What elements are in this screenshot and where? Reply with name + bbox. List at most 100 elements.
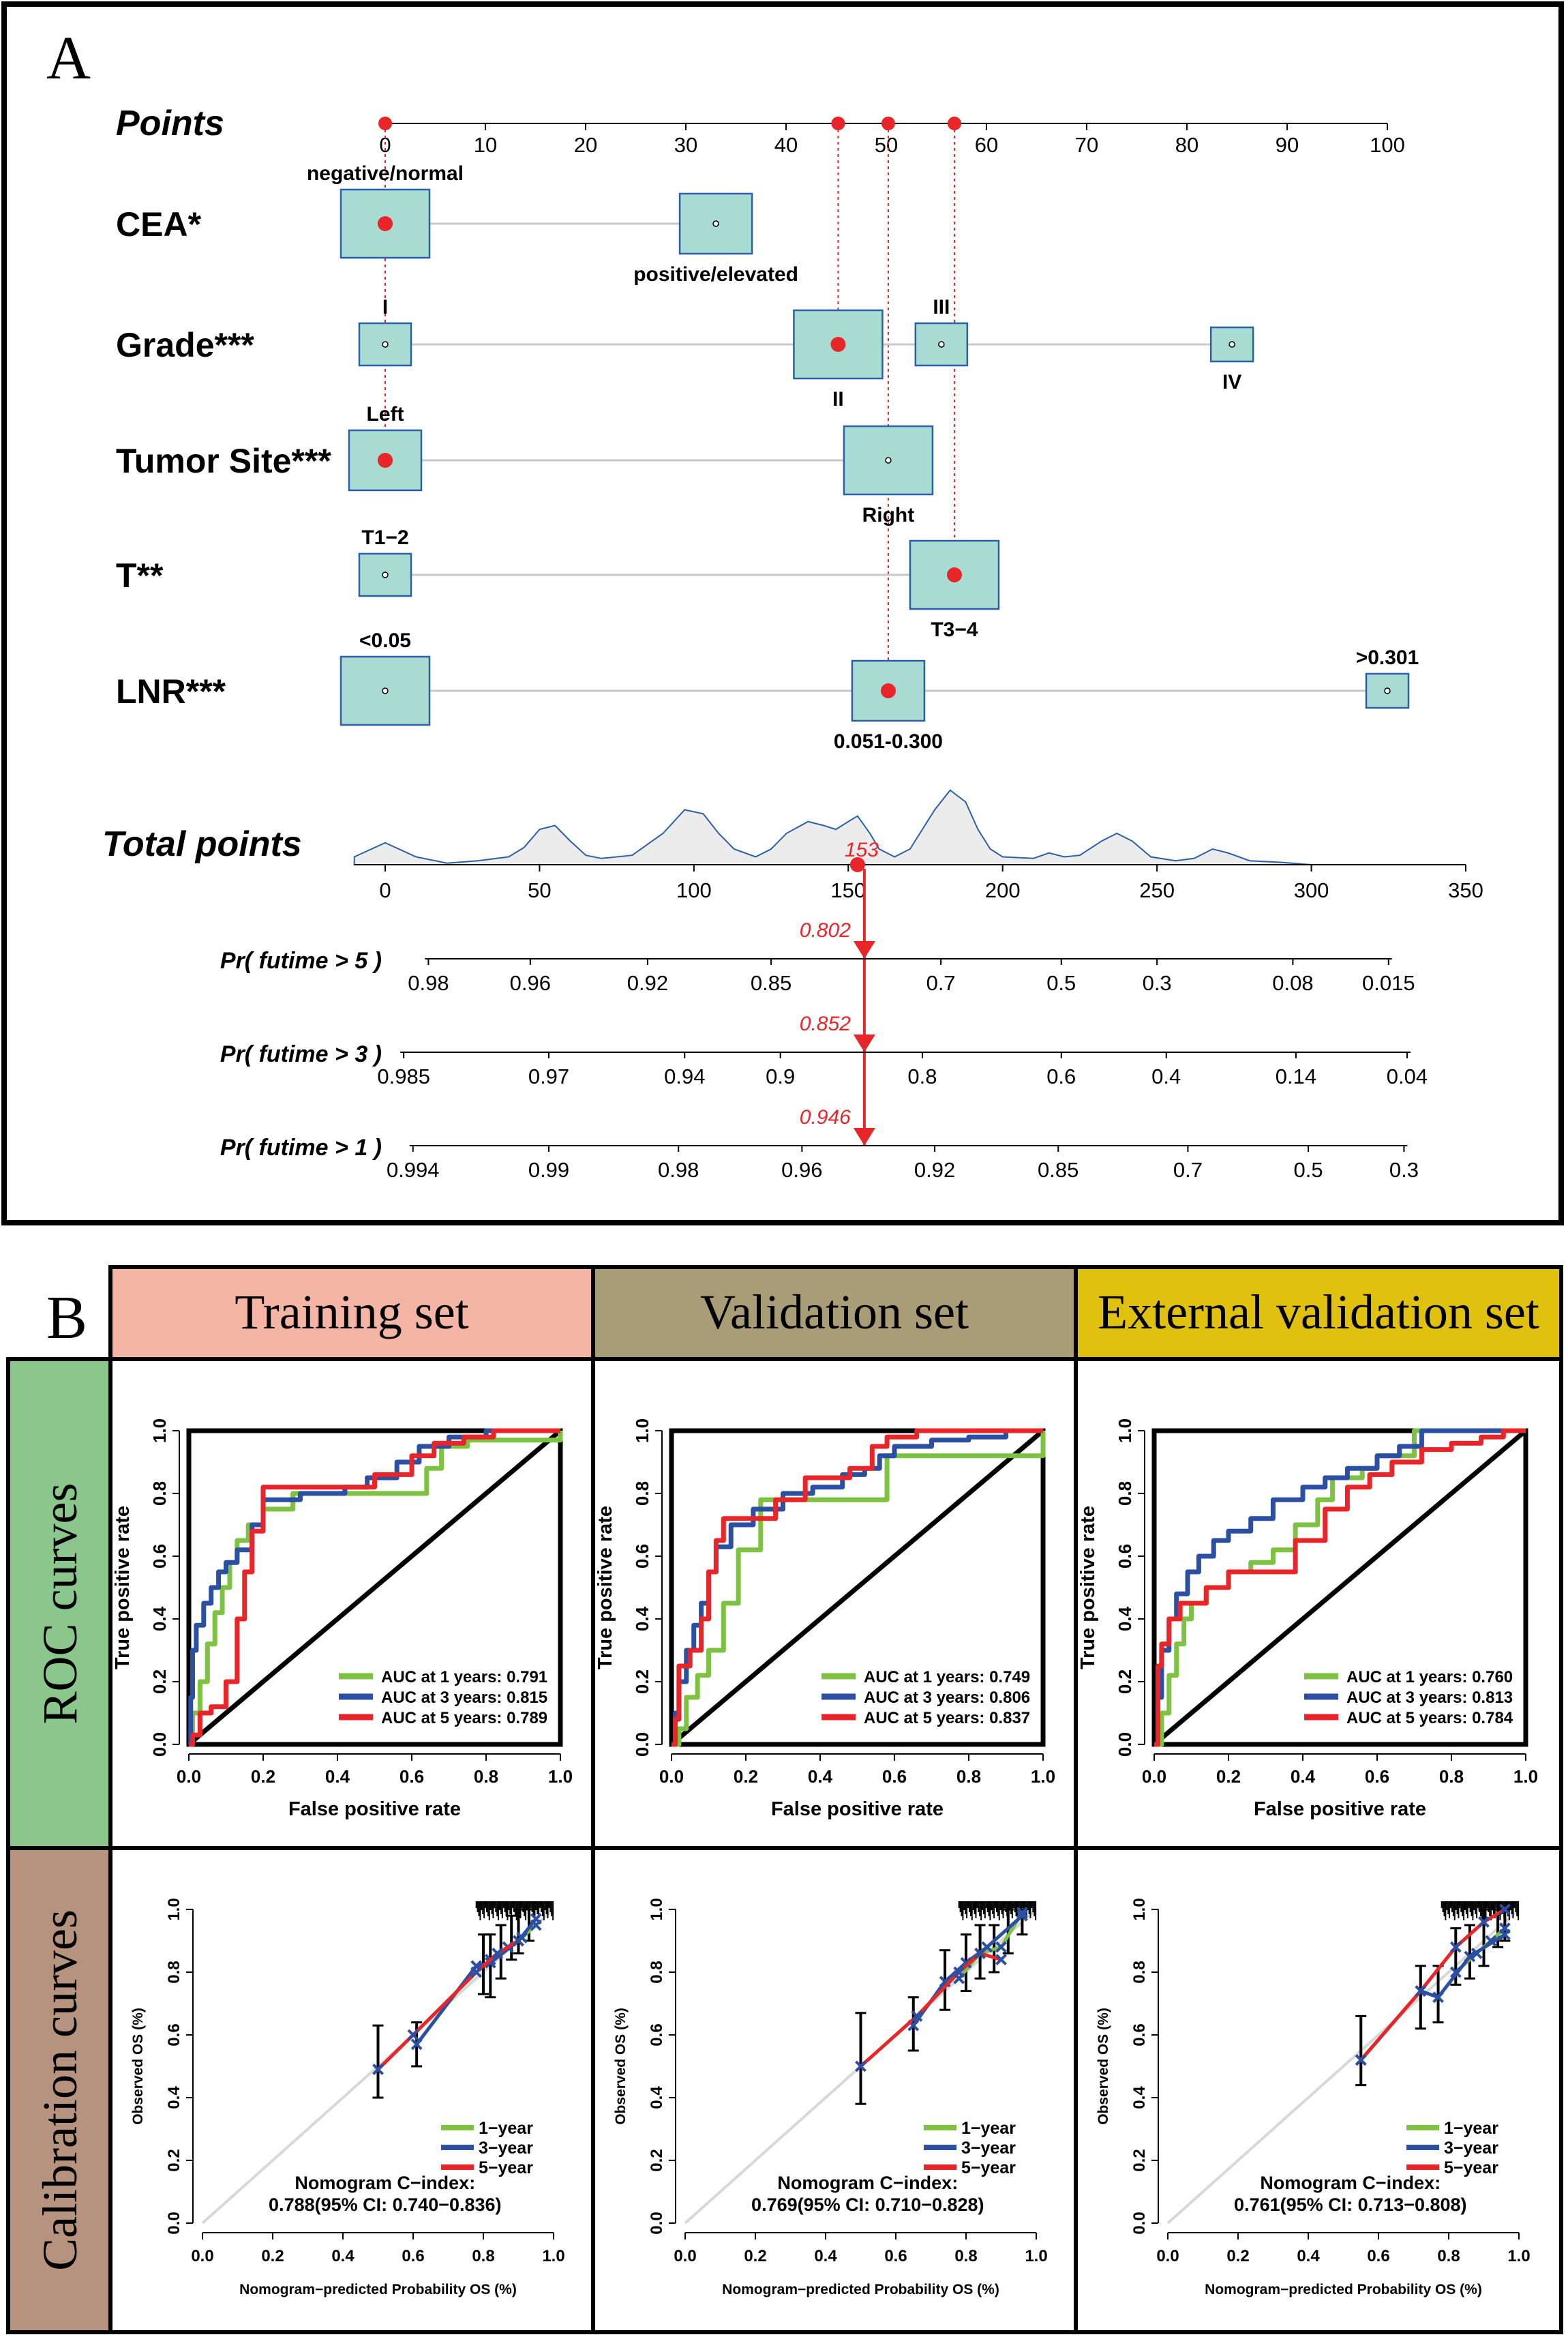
y-tick-label: 0.2 (149, 1669, 170, 1694)
y-tick-label: 0.6 (165, 2023, 183, 2046)
points-tick-label: 50 (875, 133, 898, 157)
roc-series-line (188, 1428, 560, 1747)
probability-tick-label: 0.08 (1272, 971, 1313, 995)
panel-b-grid: Training set Validation set External valid… (6, 1265, 1563, 2334)
c-index-label: Nomogram C−index: (295, 2173, 475, 2193)
points-tick-label: 0 (379, 133, 391, 157)
probability-arrow (853, 1128, 875, 1146)
calibration-point (407, 2029, 419, 2041)
legend-entry: 5−year (1444, 2158, 1498, 2177)
probability-tick-label: 0.8 (907, 1065, 937, 1088)
x-tick-label: 0.2 (261, 2247, 284, 2265)
y-tick-label: 0.0 (149, 1732, 170, 1757)
legend-entry: 5−year (961, 2158, 1016, 2177)
variable-label: T** (116, 556, 164, 595)
legend-entry: AUC at 1 years: 0.749 (864, 1668, 1030, 1686)
legend-entry: AUC at 1 years: 0.791 (381, 1668, 547, 1686)
x-tick-label: 0.2 (734, 1766, 758, 1787)
x-tick-label: 0.8 (472, 2247, 494, 2265)
points-tick-label: 10 (474, 133, 497, 157)
roc-chart: 0.0 0.2 0.4 0.6 0.8 1.0 0.0 0.2 0.4 0.6 0.8 1.0 Fals… (1077, 1418, 1538, 1820)
x-tick-label: 1.0 (548, 1766, 573, 1787)
calibration-point (974, 1947, 986, 1959)
points-axis-marker (378, 117, 392, 130)
total-tick-label: 0 (379, 878, 391, 902)
y-tick-label: 0.4 (648, 2086, 666, 2109)
roc-series-line (672, 1428, 1043, 1747)
calibration-chart: 0.0 0.2 0.4 0.6 0.8 1.0 0.0 0.2 0.4 0.6 0.8 1.0 Nomo… (1096, 1898, 1531, 2297)
y-tick-label: 0.0 (165, 2212, 183, 2234)
roc-diagonal (187, 1429, 562, 1746)
x-tick-label: 0.6 (402, 2247, 424, 2265)
x-tick-label: 0.2 (744, 2247, 766, 2265)
variable-label: LNR*** (116, 672, 226, 711)
y-tick-label: 0.2 (165, 2149, 183, 2171)
roc-diagonal (1152, 1429, 1528, 1746)
x-tick-label: 0.8 (474, 1766, 498, 1787)
roc-series-line (1154, 1428, 1526, 1747)
points-tick-label: 70 (1075, 133, 1098, 157)
y-tick-label: 0.2 (1130, 2149, 1149, 2171)
calibration-point (1464, 1950, 1476, 1963)
x-tick-label: 0.8 (956, 1766, 981, 1787)
level-box (1365, 672, 1410, 709)
x-tick-label: 0.0 (177, 1766, 201, 1787)
level-dot (712, 220, 719, 227)
x-tick-label: 0.2 (1216, 1766, 1241, 1787)
row-header-title: ROC curves (33, 1483, 87, 1725)
level-dot (382, 341, 389, 348)
probability-tick-label: 0.5 (1046, 971, 1076, 995)
y-tick-label: 0.8 (149, 1481, 170, 1506)
calibration-point (1498, 1903, 1511, 1916)
legend-entry: AUC at 3 years: 0.806 (864, 1688, 1030, 1707)
level-label: <0.05 (359, 629, 411, 652)
x-axis-label: Nomogram−predicted Probability OS (%) (722, 2282, 999, 2297)
legend-entry: AUC at 3 years: 0.815 (381, 1688, 547, 1707)
level-label: Right (862, 504, 915, 526)
x-tick-label: 0.0 (659, 1766, 684, 1787)
x-tick-label: 0.6 (1365, 1766, 1389, 1787)
probability-label: Pr( futime > 3 ) (220, 1041, 382, 1067)
calibration-point (911, 2010, 923, 2022)
calibration-point (1016, 1907, 1028, 1919)
points-label: Points (116, 104, 224, 143)
level-selected-dot (378, 453, 393, 468)
calibration-point (1449, 1941, 1462, 1953)
x-tick-label: 1.0 (1025, 2247, 1047, 2265)
total-points-value: 153 (845, 839, 879, 861)
probability-value: 0.946 (800, 1106, 851, 1129)
level-label: III (933, 296, 950, 318)
x-tick-label: 1.0 (542, 2247, 564, 2265)
roc-diagonal (669, 1429, 1045, 1746)
c-index-value: 0.761(95% CI: 0.713−0.808) (1234, 2194, 1466, 2215)
level-label: T1−2 (361, 526, 408, 549)
x-tick-label: 0.2 (251, 1766, 275, 1787)
probability-arrow (853, 941, 875, 959)
y-tick-label: 0.8 (1115, 1481, 1135, 1506)
x-tick-label: 1.0 (1507, 2247, 1530, 2265)
probability-arrow (853, 1034, 875, 1052)
calibration-chart: 0.0 0.2 0.4 0.6 0.8 1.0 0.0 0.2 0.4 0.6 0.8 1.0 Nomo… (613, 1898, 1048, 2297)
x-tick-label: 0.8 (1439, 1766, 1464, 1787)
y-tick-label: 0.4 (165, 2086, 183, 2109)
calibration-point (1498, 1929, 1511, 1941)
y-tick-label: 0.4 (149, 1606, 170, 1631)
y-tick-label: 0.0 (648, 2212, 666, 2234)
y-tick-label: 1.0 (1115, 1418, 1135, 1443)
y-tick-label: 0.8 (632, 1481, 652, 1506)
points-tick-label: 20 (574, 133, 597, 157)
calibration-point (1415, 1985, 1427, 1997)
x-axis-label: False positive rate (1254, 1798, 1426, 1820)
probability-tick-label: 0.7 (1173, 1158, 1203, 1182)
roc-series-line (672, 1431, 1046, 1747)
y-tick-label: 0.4 (1115, 1606, 1135, 1631)
total-tick-label: 300 (1294, 878, 1329, 902)
x-tick-label: 0.6 (884, 2247, 907, 2265)
total-points-density (353, 789, 1312, 865)
calibration-point (995, 1954, 1007, 1966)
probability-tick-label: 0.97 (528, 1065, 569, 1088)
probability-value: 0.852 (800, 1013, 851, 1035)
probability-tick-label: 0.3 (1143, 971, 1172, 995)
probability-tick-label: 0.6 (1046, 1065, 1076, 1088)
legend-entry: 1−year (1444, 2119, 1498, 2138)
